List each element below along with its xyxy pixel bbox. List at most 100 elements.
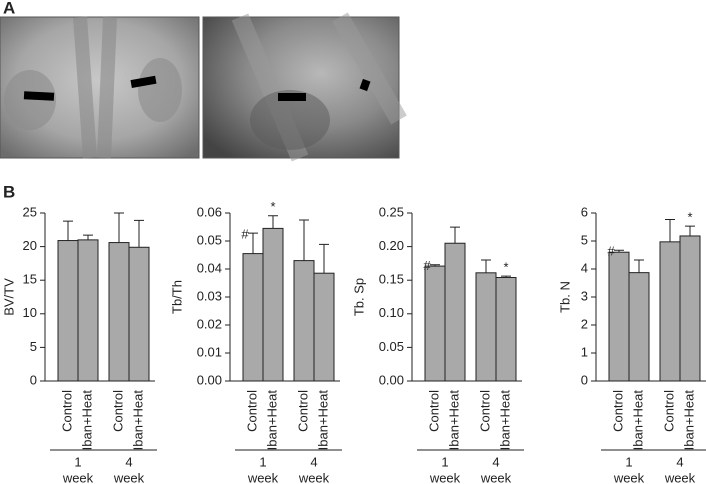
error-bar [450,226,460,244]
y-tick-label: 5 [581,232,588,247]
x-tick-label: Control [610,390,625,432]
bar [475,272,497,382]
x-tick-label: Iban+Heat [130,390,145,451]
y-tick-label: 5 [30,339,37,354]
x-tick-label: Iban+Heat [315,390,330,451]
bar [608,251,630,382]
group-label: 4 [125,454,132,469]
group-label: week [613,470,645,484]
xray-image [0,16,200,159]
x-tick-label: Iban+Heat [630,390,645,451]
bar [242,253,264,382]
error-bar [248,232,258,254]
group-label: week [247,470,279,484]
bar [128,246,150,382]
y-tick-label: 3 [581,288,588,303]
error-bar [268,215,278,229]
error-bar [634,259,644,273]
y-axis-label: Tb. N [557,281,572,313]
y-tick-label: 1 [581,344,588,359]
y-tick-label: 0.06 [197,204,222,219]
error-bar [319,243,329,274]
y-tick-label: 4 [581,260,588,275]
group-label: week [62,470,94,484]
significance-marker: # [423,258,431,273]
y-tick-label: 0.02 [197,316,222,331]
bar [495,277,517,382]
significance-marker: * [270,199,275,214]
group-label: week [480,470,512,484]
error-bar [614,249,624,253]
x-tick-label: Control [110,390,125,432]
bar [679,235,701,382]
bar [659,241,681,382]
error-bar [114,212,124,243]
error-bar [665,218,675,242]
x-tick-label: Iban+Heat [681,390,696,451]
panel-label: B [3,182,15,201]
y-tick-label: 10 [23,305,37,320]
bar [628,272,650,382]
xray-image [202,12,407,162]
y-tick-label: 0.10 [379,305,404,320]
y-tick-label: 0 [581,372,588,387]
y-axis-label: Tb. Sp [351,278,366,316]
y-tick-label: 0.05 [197,232,222,247]
x-tick-label: Control [244,390,259,432]
bar [444,242,466,382]
y-tick-label: 0.15 [379,272,404,287]
y-tick-label: 0.25 [379,204,404,219]
y-tick-label: 2 [581,316,588,331]
y-tick-label: 20 [23,238,37,253]
error-bar [685,225,695,236]
y-tick-label: 0.05 [379,339,404,354]
group-label: 1 [441,454,448,469]
y-axis-label: BV/TV [1,278,16,316]
group-label: 1 [625,454,632,469]
x-tick-label: Iban+Heat [264,390,279,451]
y-tick-label: 15 [23,272,37,287]
y-tick-label: 0.00 [197,372,222,387]
significance-marker: # [241,227,249,242]
bar [424,265,446,382]
error-bar [299,219,309,261]
error-bar [134,219,144,248]
group-label: 4 [676,454,683,469]
error-bar [481,259,491,273]
significance-marker: * [687,210,692,225]
group-label: week [429,470,461,484]
x-tick-label: Iban+Heat [497,390,512,451]
significance-marker: * [503,260,508,275]
y-axis-label: Tb/Th [169,280,184,314]
bar [293,260,315,382]
significance-marker: # [607,244,615,259]
x-tick-label: Iban+Heat [446,390,461,451]
y-tick-label: 0.01 [197,344,222,359]
bar [57,240,79,382]
group-label: 1 [74,454,81,469]
bar [262,227,284,382]
x-tick-label: Control [426,390,441,432]
y-tick-label: 0.20 [379,238,404,253]
x-tick-label: Iban+Heat [79,390,94,451]
error-bar [430,264,440,267]
group-label: 4 [310,454,317,469]
group-label: week [298,470,330,484]
y-tick-label: 0.03 [197,288,222,303]
panel-label: A [3,0,15,17]
y-tick-label: 0.00 [379,372,404,387]
y-tick-label: 0.04 [197,260,222,275]
bar [313,272,335,382]
bar [77,239,99,382]
bar [108,242,130,382]
x-tick-label: Control [295,390,310,432]
error-bar [63,220,73,241]
group-label: week [113,470,145,484]
y-tick-label: 0 [30,372,37,387]
y-tick-label: 6 [581,204,588,219]
group-label: 4 [492,454,499,469]
x-tick-label: Control [661,390,676,432]
error-bar [83,234,93,240]
error-bar [501,275,511,278]
